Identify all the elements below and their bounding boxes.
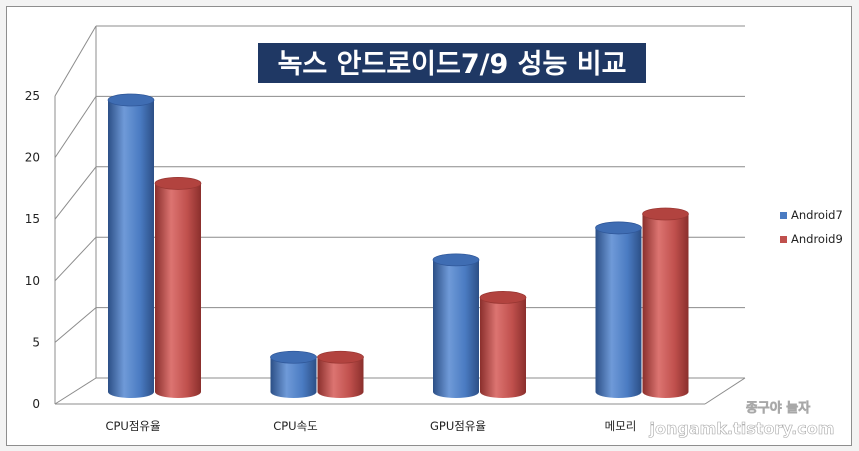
chart-title-background: [258, 43, 646, 83]
bar-top: [154, 177, 202, 190]
bar-android7-2: [432, 253, 480, 398]
legend-label-android9: Android9: [791, 232, 843, 246]
bar-top: [432, 253, 480, 267]
bar-android7-0: [107, 93, 155, 398]
x-tick-label: CPU속도: [273, 419, 318, 433]
bar-top: [270, 350, 317, 364]
y-tick-label: 10: [25, 274, 40, 288]
gridline-side: [54, 307, 97, 343]
bar-android9-0: [154, 177, 202, 398]
gridline-side: [54, 25, 97, 97]
y-tick-label: 15: [25, 212, 40, 226]
x-tick-label: GPU점유율: [430, 419, 486, 433]
x-tick-label: 메모리: [605, 419, 637, 433]
watermark: 종구야 놀자 jongamk.tistory.com: [648, 400, 835, 439]
y-tick-label: 20: [25, 151, 40, 165]
chart-title-text: 녹스 안드로이드7/9 성능 비교: [278, 49, 627, 80]
bar-body: [270, 357, 317, 398]
legend-label-android7: Android7: [791, 208, 843, 222]
y-tick-label: 5: [32, 335, 40, 349]
gridline-side: [54, 377, 97, 405]
bar-body: [433, 259, 479, 398]
y-tick-label: 0: [32, 397, 40, 411]
floor-right-edge: [704, 377, 746, 405]
y-axis: 0 5 10 15 20 25: [25, 89, 56, 411]
bar-android9-1: [317, 350, 364, 398]
y-tick-label: 25: [25, 89, 40, 103]
bar-top: [479, 291, 527, 304]
bar-android9-3: [642, 207, 689, 398]
watermark-line1: 종구야 놀자: [746, 400, 810, 416]
bars: [107, 93, 689, 398]
bar-body: [108, 100, 154, 398]
gridline-side: [54, 96, 97, 158]
gridline-side: [54, 236, 97, 282]
bar-body: [155, 183, 201, 398]
bar-body: [480, 297, 526, 398]
legend: Android7 Android9: [780, 208, 843, 246]
legend-swatch-android9: [780, 236, 787, 243]
bar-android7-3: [595, 221, 642, 398]
bar-top: [317, 350, 364, 364]
watermark-line2: jongamk.tistory.com: [649, 419, 835, 438]
bar-body: [595, 227, 642, 398]
legend-swatch-android7: [780, 212, 787, 219]
bar-top: [642, 207, 689, 221]
bar-body: [642, 214, 689, 398]
bar-body: [317, 357, 364, 398]
bar-android7-1: [270, 350, 317, 398]
bar-top: [595, 221, 642, 235]
gridline-side: [54, 166, 97, 220]
chart-title: 녹스 안드로이드7/9 성능 비교: [258, 43, 646, 83]
x-axis: CPU점유율 CPU속도 GPU점유율 메모리: [105, 419, 636, 433]
x-tick-label: CPU점유율: [105, 419, 160, 433]
bar-top: [107, 93, 155, 107]
bar-android9-2: [479, 291, 527, 398]
